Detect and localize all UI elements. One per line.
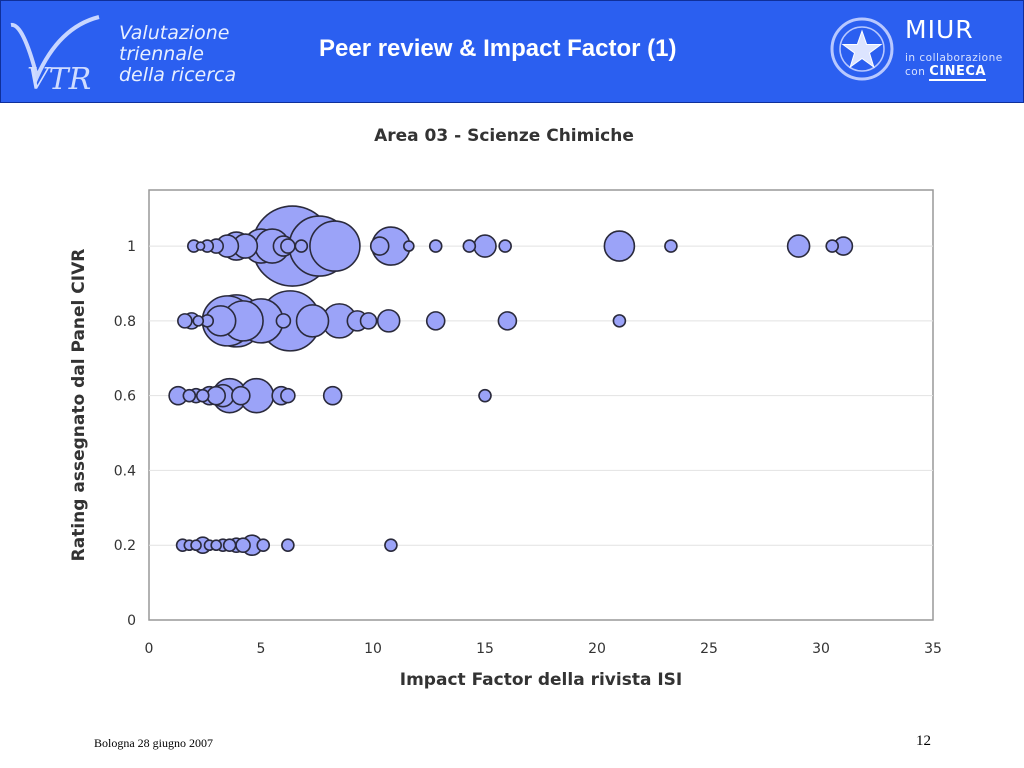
bubble (369, 236, 390, 256)
bubbles (168, 205, 854, 557)
bubble (280, 238, 296, 254)
bubble (359, 312, 378, 330)
miur-logo: MIUR in collaborazione con CINECA (827, 9, 1017, 95)
bubble (473, 234, 497, 258)
bubble (190, 539, 202, 552)
y-axis-label: Rating assegnato dal Panel CIVR (69, 249, 89, 562)
bubble (275, 313, 292, 329)
bubble (376, 309, 401, 333)
y-tick-label: 0.4 (114, 463, 136, 479)
x-tick-labels: 0 5 10 15 20 25 30 35 (145, 641, 942, 657)
y-tick-label: 0.8 (114, 314, 136, 330)
bubble (428, 239, 443, 253)
bubble (425, 311, 446, 331)
x-tick-label: 15 (476, 641, 494, 657)
miur-collaboration: in collaborazione con CINECA (905, 51, 1003, 81)
bubble (295, 304, 330, 338)
bubble (664, 239, 678, 253)
bubble (825, 239, 840, 253)
bubble (177, 313, 193, 329)
y-tick-label: 0.2 (114, 538, 136, 554)
bubble (210, 539, 222, 552)
star-emblem-icon (830, 17, 894, 81)
footer-date: Bologna 28 giugno 2007 (94, 736, 213, 750)
bubble (603, 230, 636, 262)
vtr-logo: VTR Valutazione triennale della ricerca (7, 9, 257, 97)
bubble (206, 385, 226, 406)
bubble (497, 311, 518, 331)
bubble (281, 538, 295, 553)
bubble (192, 315, 205, 327)
bubble (195, 388, 210, 403)
y-tick-label: 0 (127, 613, 136, 629)
chart-title: Area 03 - Scienze Chimiche (374, 126, 634, 146)
slide-title: Peer review & Impact Factor (1) (319, 35, 677, 62)
y-tick-label: 1 (127, 239, 136, 255)
x-tick-label: 30 (812, 641, 830, 657)
y-tick-label: 0.6 (114, 389, 136, 405)
bubble (322, 385, 343, 406)
bubble (498, 239, 512, 253)
bubble (222, 538, 237, 553)
page-number: 12 (916, 733, 931, 749)
bubble-chart: Area 03 - Scienze Chimiche 0 5 10 15 20 25 30 3… (69, 126, 942, 690)
vtr-logo-line-2: triennale (119, 43, 204, 65)
vtr-logo-letters: VTR (27, 62, 91, 97)
bubble (294, 239, 309, 253)
bubble (235, 537, 251, 554)
collab-line: in collaborazione (905, 52, 1003, 64)
x-tick-label: 35 (924, 641, 942, 657)
bubble (462, 239, 477, 253)
vtr-logo-line-1: Valutazione (119, 22, 230, 44)
vtr-logo-mark: VTR (10, 15, 100, 97)
x-tick-label: 10 (364, 641, 382, 657)
vtr-logo-text: Valutazione triennale della ricerca (119, 23, 236, 86)
x-axis-label: Impact Factor della rivista ISI (400, 670, 682, 690)
x-tick-label: 0 (145, 641, 154, 657)
miur-name: MIUR (905, 15, 974, 44)
x-tick-label: 25 (700, 641, 718, 657)
bubble (478, 388, 492, 403)
bubble (309, 220, 361, 272)
x-tick-label: 5 (257, 641, 266, 657)
bubble (256, 538, 271, 553)
cineca-logo: CINECA (929, 64, 986, 81)
bubble (182, 388, 197, 403)
bubble (231, 385, 251, 406)
bubble (786, 234, 811, 258)
vtr-logo-line-3: della ricerca (119, 64, 237, 86)
bubble (612, 314, 627, 328)
collab-prefix: con (905, 66, 926, 78)
bubble (403, 240, 415, 252)
y-tick-labels: 0 0.2 0.4 0.6 0.8 1 (114, 239, 136, 629)
bubble (384, 538, 398, 553)
slide-header: VTR Valutazione triennale della ricerca … (0, 0, 1024, 103)
bubble (280, 387, 296, 404)
bubble (195, 241, 206, 251)
x-tick-label: 20 (588, 641, 606, 657)
